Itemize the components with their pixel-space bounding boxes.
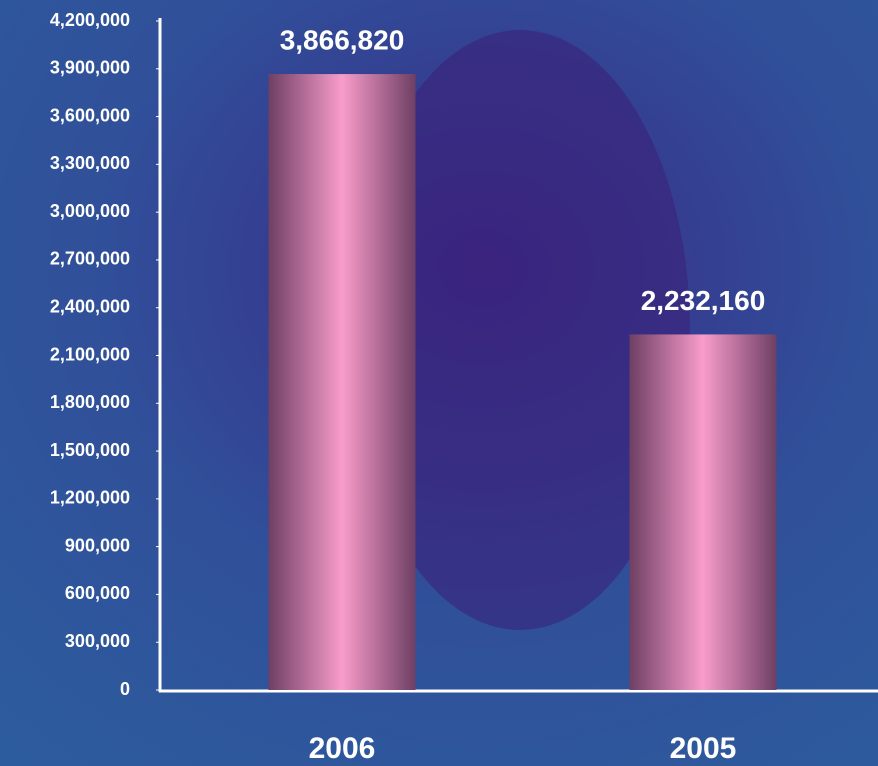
y-tick-label: 0 bbox=[120, 679, 130, 699]
bar bbox=[268, 74, 416, 691]
y-tick-label: 1,200,000 bbox=[50, 488, 130, 508]
y-tick-label: 3,300,000 bbox=[50, 153, 130, 173]
y-tick-label: 900,000 bbox=[65, 535, 130, 555]
y-tick-label: 4,200,000 bbox=[50, 10, 130, 30]
y-tick-label: 600,000 bbox=[65, 583, 130, 603]
bar bbox=[629, 334, 777, 690]
y-tick-label: 2,100,000 bbox=[50, 344, 130, 364]
y-tick-label: 2,700,000 bbox=[50, 249, 130, 269]
x-tick-label: 2006 bbox=[309, 732, 376, 765]
x-tick-label: 2005 bbox=[670, 732, 737, 765]
background-shape bbox=[350, 30, 690, 630]
y-tick-label: 1,500,000 bbox=[50, 440, 130, 460]
y-tick-label: 3,900,000 bbox=[50, 58, 130, 78]
value-label: 3,866,820 bbox=[280, 24, 405, 55]
y-tick-label: 3,000,000 bbox=[50, 201, 130, 221]
value-label: 2,232,160 bbox=[641, 285, 766, 316]
y-tick-label: 1,800,000 bbox=[50, 392, 130, 412]
y-tick-label: 300,000 bbox=[65, 631, 130, 651]
y-tick-label: 3,600,000 bbox=[50, 105, 130, 125]
y-tick-label: 2,400,000 bbox=[50, 296, 130, 316]
